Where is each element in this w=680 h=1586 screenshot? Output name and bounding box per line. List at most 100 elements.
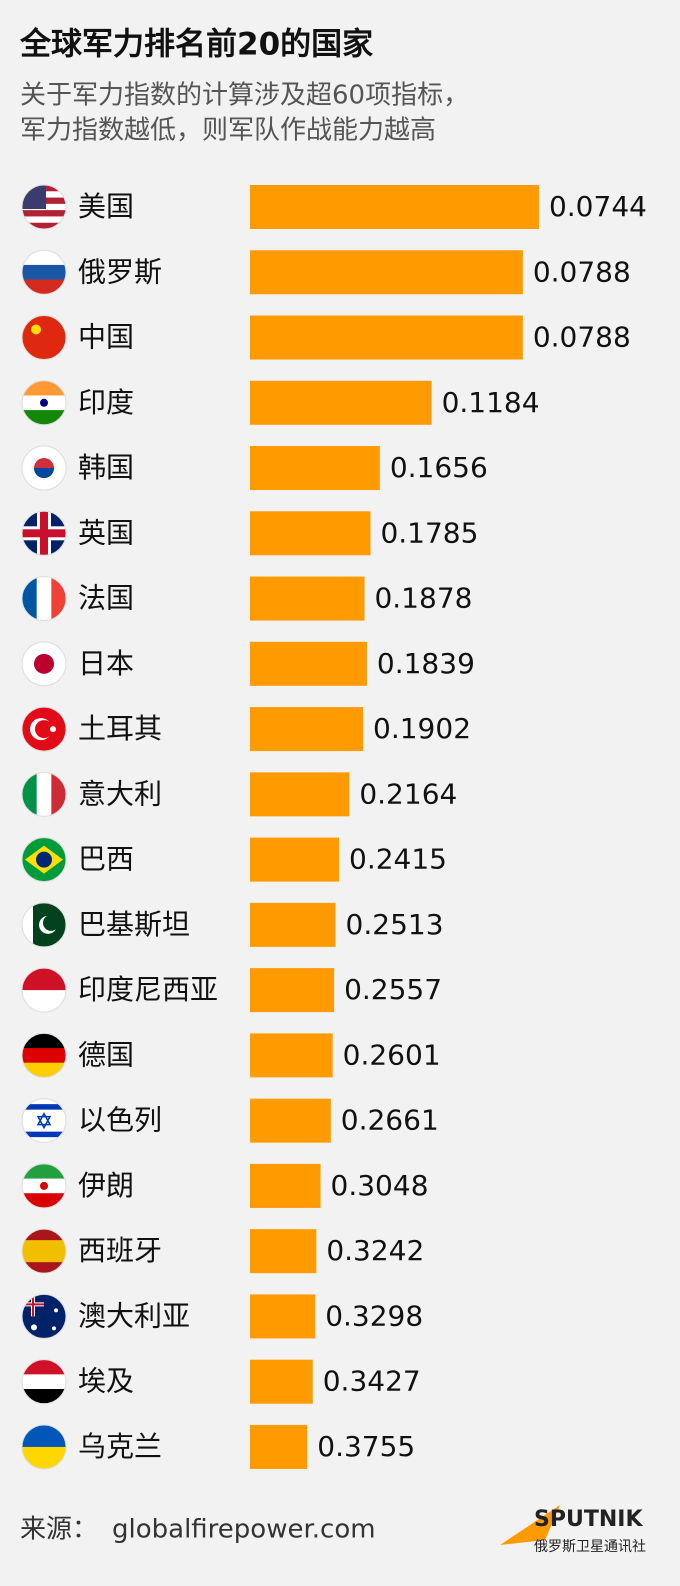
flag — [22, 968, 66, 1013]
flag — [22, 1033, 66, 1078]
flag-outline — [21, 1032, 67, 1078]
value-label: 0.3242 — [326, 1234, 424, 1267]
bar — [250, 968, 335, 1013]
chart-title: 全球军力排名前20的国家 — [19, 27, 373, 63]
flag — [22, 1098, 66, 1143]
category-label: 俄罗斯 — [78, 255, 162, 288]
flag-outline — [21, 1293, 67, 1339]
bar — [250, 837, 340, 882]
value-label: 0.1656 — [390, 451, 488, 484]
flag — [22, 185, 66, 229]
flag-part — [22, 210, 66, 217]
flag-part — [54, 1308, 58, 1313]
bar — [250, 185, 539, 229]
bar — [250, 1294, 316, 1339]
category-label: 乌克兰 — [78, 1430, 162, 1463]
bar — [250, 1359, 313, 1404]
flag-part — [22, 968, 66, 991]
flag-part — [40, 511, 48, 556]
flag-outline — [21, 967, 67, 1013]
bar — [250, 1098, 331, 1143]
flag-outline — [21, 184, 67, 230]
value-label: 0.2164 — [359, 777, 457, 810]
flag-part — [22, 1229, 66, 1241]
flag-part — [22, 315, 66, 360]
bar — [250, 1424, 308, 1469]
bar — [250, 576, 365, 621]
subtitle: 关于军力指数的计算涉及超60项指标， — [20, 81, 469, 111]
category-label: 巴基斯坦 — [78, 908, 190, 941]
flag-outline — [21, 445, 67, 491]
category-label: 韩国 — [78, 451, 134, 484]
flag-part — [22, 1115, 66, 1127]
flag-outline — [21, 380, 67, 426]
flag-part — [22, 1446, 66, 1469]
flag-part — [22, 216, 66, 224]
flag-part — [22, 1374, 66, 1390]
flag-part — [40, 398, 48, 407]
bar — [250, 707, 364, 752]
flag-part — [22, 1240, 66, 1263]
bar — [250, 902, 336, 947]
category-label: 伊朗 — [78, 1169, 134, 1202]
flag-part — [22, 772, 38, 817]
value-label: 0.1839 — [377, 647, 475, 680]
bar — [250, 250, 523, 295]
value-label: 0.1184 — [442, 386, 540, 419]
value-label: 0.2557 — [344, 973, 442, 1006]
flag-outline — [21, 1163, 67, 1209]
flag-part — [36, 1112, 52, 1130]
source-label: 来源： — [20, 1515, 98, 1545]
flag-part — [43, 914, 59, 931]
flag — [22, 1424, 66, 1469]
category-label: 印度尼西亚 — [78, 973, 218, 1006]
value-label: 0.2513 — [346, 908, 444, 941]
category-label: 西班牙 — [78, 1234, 162, 1267]
flag — [22, 250, 66, 295]
value-label: 0.0744 — [549, 190, 647, 223]
flag — [22, 380, 66, 425]
flag-part — [22, 1062, 66, 1078]
flag — [22, 641, 66, 686]
flag-part — [31, 1324, 37, 1331]
value-label: 0.1785 — [380, 516, 478, 549]
bar — [250, 1163, 321, 1208]
category-label: 意大利 — [78, 777, 162, 810]
flag-outline — [21, 706, 67, 752]
value-label: 0.0788 — [533, 321, 631, 354]
flag-outline — [21, 249, 67, 295]
flag — [22, 1229, 66, 1274]
flag — [22, 315, 66, 360]
flag-outline — [21, 315, 67, 361]
category-label: 埃及 — [78, 1365, 134, 1398]
category-label: 巴西 — [78, 843, 134, 876]
flag-part — [34, 653, 54, 674]
bar — [250, 772, 350, 817]
category-label: 印度 — [78, 386, 134, 419]
bar — [250, 315, 523, 360]
value-label: 0.1878 — [374, 582, 472, 615]
category-label: 中国 — [78, 321, 134, 354]
value-label: 0.3755 — [317, 1430, 415, 1463]
flag-part — [51, 772, 66, 817]
flag-part — [22, 222, 66, 229]
flag-part — [22, 1098, 66, 1105]
flag-outline — [21, 641, 67, 687]
value-label: 0.2661 — [341, 1104, 439, 1137]
flag-outline — [21, 902, 67, 948]
flag-outline — [21, 510, 67, 556]
value-label: 0.3298 — [325, 1299, 423, 1332]
flag-part — [22, 1193, 66, 1208]
flag-part — [22, 1262, 66, 1274]
flag-part — [35, 720, 53, 739]
category-label: 法国 — [78, 582, 134, 615]
source: globalfirepower.com — [112, 1515, 376, 1545]
flag-part — [22, 1137, 66, 1143]
bar — [250, 1033, 333, 1078]
flag-part — [50, 726, 56, 733]
flag-part — [22, 1389, 66, 1404]
flag-part — [36, 576, 52, 621]
flag-part — [52, 1326, 56, 1331]
flag — [22, 511, 66, 556]
